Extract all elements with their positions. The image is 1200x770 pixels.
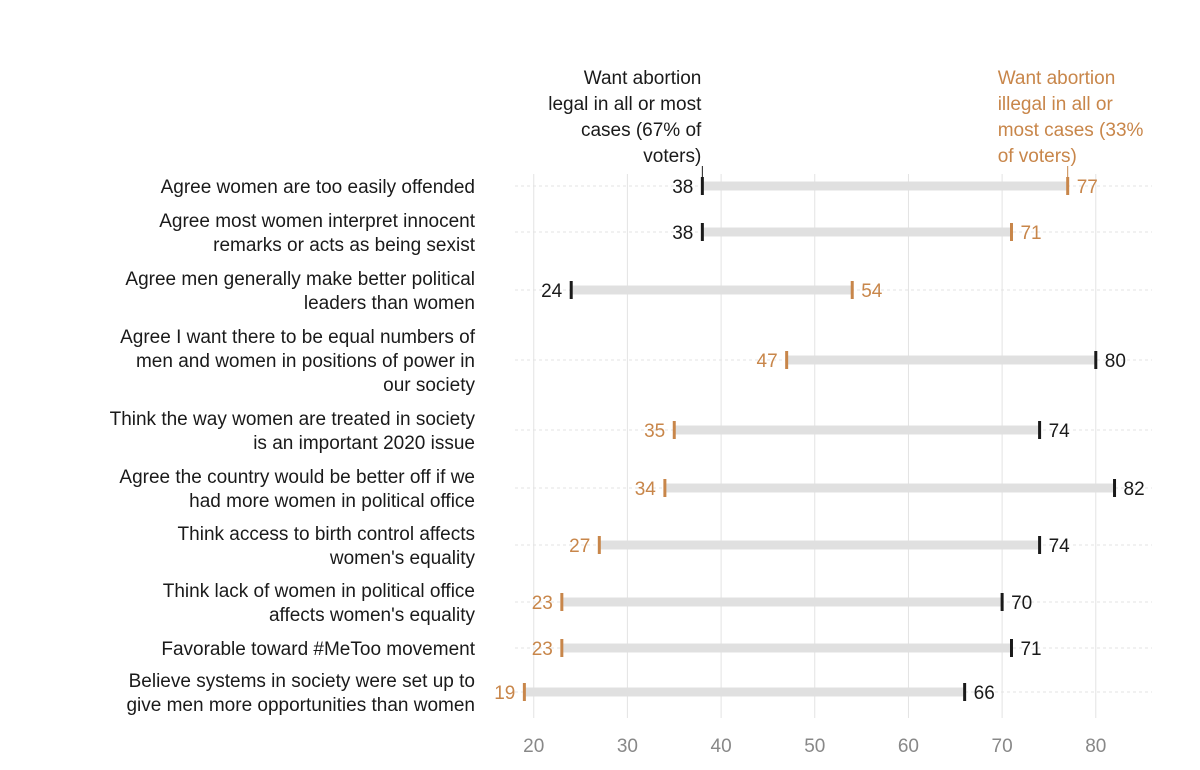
category-label: Agree the country would be better off if… xyxy=(119,467,475,488)
category-label: our society xyxy=(383,375,475,396)
illegal-value-label: 34 xyxy=(635,479,657,500)
category-label: Agree men generally make better politica… xyxy=(125,269,475,290)
x-tick-label: 80 xyxy=(1085,736,1106,757)
legal-value-label: 38 xyxy=(672,177,693,198)
category-label: Agree most women interpret innocent xyxy=(159,211,475,232)
category-label: Think lack of women in political office xyxy=(163,581,475,602)
category-label: Agree women are too easily offended xyxy=(161,177,475,198)
illegal-value-label: 23 xyxy=(532,593,553,614)
category-label: Agree I want there to be equal numbers o… xyxy=(120,327,476,348)
x-tick-label: 70 xyxy=(992,736,1013,757)
legal-value-label: 80 xyxy=(1105,351,1126,372)
category-label: affects women's equality xyxy=(269,605,476,626)
legal-series-label: legal in all or most xyxy=(548,94,702,115)
category-label: give men more opportunities than women xyxy=(126,695,475,716)
category-label: is an important 2020 issue xyxy=(253,433,475,454)
illegal-series-label: illegal in all or xyxy=(998,94,1114,115)
illegal-series-label: Want abortion xyxy=(998,68,1116,89)
category-label: Believe systems in society were set up t… xyxy=(129,671,475,692)
illegal-value-label: 23 xyxy=(532,639,553,660)
x-tick-label: 30 xyxy=(617,736,638,757)
legal-series-label: voters) xyxy=(643,146,701,167)
x-tick-label: 20 xyxy=(523,736,544,757)
category-label: Think the way women are treated in socie… xyxy=(110,409,476,430)
legal-series-label: Want abortion xyxy=(584,68,702,89)
category-label: women's equality xyxy=(329,548,476,569)
illegal-value-label: 27 xyxy=(569,536,590,557)
x-tick-label: 40 xyxy=(711,736,732,757)
legal-value-label: 74 xyxy=(1049,536,1071,557)
x-tick-label: 60 xyxy=(898,736,919,757)
illegal-value-label: 54 xyxy=(861,281,883,302)
illegal-value-label: 19 xyxy=(494,683,515,704)
illegal-series-label: most cases (33% xyxy=(998,120,1144,141)
illegal-value-label: 77 xyxy=(1077,177,1098,198)
legal-series-label: cases (67% of xyxy=(581,120,702,141)
illegal-value-label: 35 xyxy=(644,421,665,442)
legal-value-label: 71 xyxy=(1020,639,1041,660)
category-label: Think access to birth control affects xyxy=(178,524,475,545)
legal-value-label: 74 xyxy=(1049,421,1071,442)
category-label: remarks or acts as being sexist xyxy=(213,235,476,256)
legal-value-label: 66 xyxy=(974,683,995,704)
x-tick-label: 50 xyxy=(804,736,825,757)
legal-value-label: 70 xyxy=(1011,593,1032,614)
category-label: had more women in political office xyxy=(189,491,475,512)
illegal-value-label: 71 xyxy=(1020,223,1041,244)
legal-value-label: 38 xyxy=(672,223,693,244)
legal-value-label: 24 xyxy=(541,281,563,302)
illegal-value-label: 47 xyxy=(757,351,778,372)
category-label: leaders than women xyxy=(304,293,475,314)
category-label: Favorable toward #MeToo movement xyxy=(161,639,475,660)
legal-value-label: 82 xyxy=(1124,479,1145,500)
category-label: men and women in positions of power in xyxy=(136,351,475,372)
illegal-series-label: of voters) xyxy=(998,146,1077,167)
